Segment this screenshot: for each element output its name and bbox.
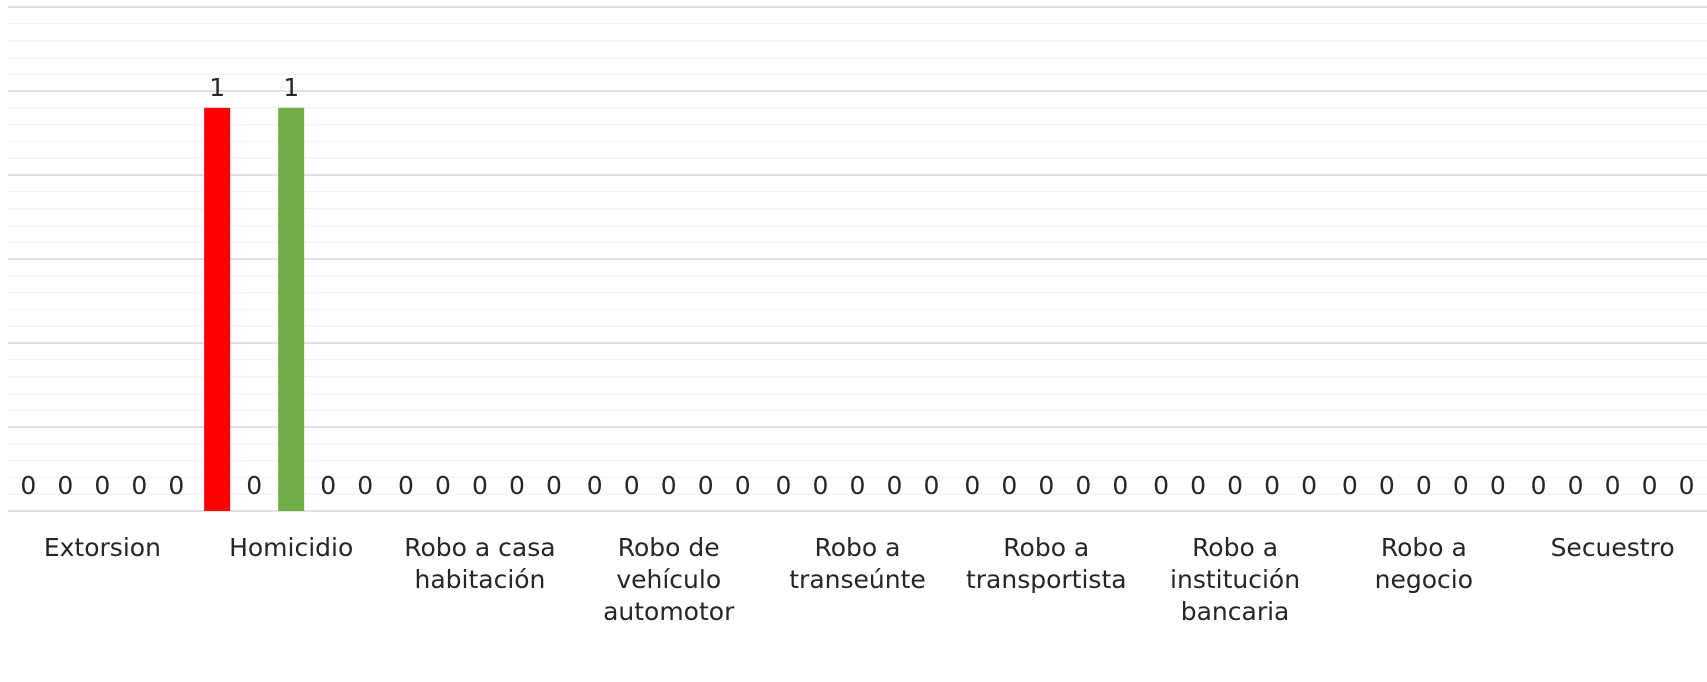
bar	[204, 107, 231, 512]
data-label: 0	[509, 471, 525, 500]
data-label: 0	[435, 471, 451, 500]
data-label: 0	[1642, 471, 1658, 500]
data-label: 0	[1153, 471, 1169, 500]
data-label: 0	[1301, 471, 1317, 500]
category-labels: Extorsion Homicidio Robo a casa habitación R…	[44, 533, 1675, 626]
category-label: Robo a negocio	[1375, 533, 1473, 594]
data-label: 0	[924, 471, 940, 500]
data-label: 0	[1264, 471, 1280, 500]
data-label: 0	[1453, 471, 1469, 500]
data-label: 0	[624, 471, 640, 500]
data-label: 0	[131, 471, 147, 500]
data-label: 0	[1679, 471, 1695, 500]
data-label: 0	[1227, 471, 1243, 500]
data-label: 0	[964, 471, 980, 500]
bar	[278, 107, 305, 512]
category-label: Robo de vehículo automotor	[603, 533, 735, 626]
data-label: 0	[776, 471, 792, 500]
category-label: Robo a transeúnte	[789, 533, 926, 594]
data-label: 0	[1342, 471, 1358, 500]
data-label: 0	[1112, 471, 1128, 500]
data-label: 0	[1038, 471, 1054, 500]
data-label: 0	[472, 471, 488, 500]
data-label: 0	[398, 471, 414, 500]
data-label: 0	[1490, 471, 1506, 500]
data-label: 0	[357, 471, 373, 500]
data-label: 0	[94, 471, 110, 500]
gridlines	[8, 6, 1707, 512]
data-label: 0	[698, 471, 714, 500]
data-label: 0	[20, 471, 36, 500]
data-label: 0	[546, 471, 562, 500]
category-label: Secuestro	[1551, 533, 1675, 562]
data-label: 0	[1605, 471, 1621, 500]
data-label: 0	[1075, 471, 1091, 500]
data-label: 0	[661, 471, 677, 500]
data-label: 0	[887, 471, 903, 500]
category-label: Homicidio	[229, 533, 353, 562]
data-label: 1	[209, 73, 225, 102]
data-label: 0	[1416, 471, 1432, 500]
data-label: 0	[57, 471, 73, 500]
data-label: 0	[246, 471, 262, 500]
category-label: Robo a institución bancaria	[1170, 533, 1300, 626]
data-label: 0	[1531, 471, 1547, 500]
data-label: 0	[1379, 471, 1395, 500]
category-label: Extorsion	[44, 533, 161, 562]
data-label: 0	[168, 471, 184, 500]
data-label: 1	[283, 73, 299, 102]
data-label: 0	[587, 471, 603, 500]
bars	[204, 107, 305, 512]
data-label: 0	[320, 471, 336, 500]
data-label: 0	[1190, 471, 1206, 500]
data-label: 0	[813, 471, 829, 500]
category-label: Robo a casa habitación	[404, 533, 555, 594]
data-label: 0	[1568, 471, 1584, 500]
data-label: 0	[735, 471, 751, 500]
data-label: 0	[850, 471, 866, 500]
data-label: 0	[1001, 471, 1017, 500]
category-label: Robo a transportista	[966, 533, 1127, 594]
